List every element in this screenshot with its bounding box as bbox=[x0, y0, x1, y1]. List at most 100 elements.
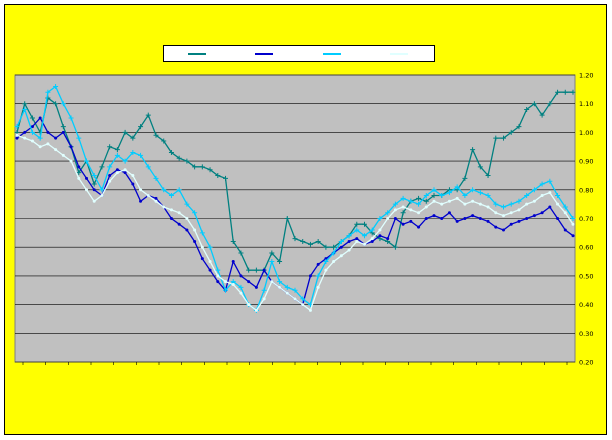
data-point bbox=[14, 124, 20, 130]
data-point bbox=[548, 191, 552, 195]
data-point bbox=[123, 171, 127, 175]
data-point bbox=[216, 280, 220, 284]
data-point bbox=[193, 239, 197, 243]
data-point bbox=[85, 188, 88, 192]
data-point bbox=[439, 193, 445, 199]
data-point bbox=[355, 237, 359, 241]
data-point bbox=[91, 172, 97, 178]
legend-entry-1 bbox=[187, 52, 208, 55]
data-point bbox=[138, 152, 144, 158]
series-1 bbox=[14, 89, 576, 273]
data-point bbox=[192, 164, 198, 170]
data-point bbox=[85, 176, 88, 180]
data-point bbox=[470, 147, 476, 153]
data-point bbox=[315, 273, 321, 279]
data-point bbox=[177, 211, 181, 215]
data-point bbox=[123, 168, 127, 172]
data-point bbox=[539, 181, 545, 187]
chart-legend bbox=[163, 45, 435, 62]
x-axis bbox=[22, 362, 568, 365]
data-point bbox=[269, 259, 275, 265]
data-point bbox=[540, 194, 544, 198]
data-point bbox=[455, 196, 459, 200]
data-point bbox=[145, 164, 151, 170]
data-point bbox=[77, 165, 81, 169]
data-point bbox=[270, 280, 274, 284]
data-point bbox=[207, 167, 213, 173]
data-point bbox=[246, 267, 252, 273]
data-point bbox=[199, 230, 205, 236]
data-point bbox=[362, 233, 367, 239]
data-point bbox=[339, 245, 343, 249]
data-point bbox=[107, 164, 113, 170]
data-point bbox=[60, 101, 66, 107]
data-point bbox=[570, 89, 576, 95]
data-point bbox=[239, 291, 243, 295]
data-point bbox=[531, 101, 537, 107]
data-point bbox=[23, 130, 27, 134]
data-point bbox=[176, 155, 182, 161]
legend-entry-2 bbox=[255, 52, 275, 55]
data-point bbox=[501, 135, 506, 141]
data-point bbox=[316, 262, 320, 266]
data-point bbox=[516, 124, 522, 130]
data-point bbox=[100, 194, 104, 198]
data-point bbox=[563, 211, 567, 215]
data-point bbox=[15, 133, 19, 137]
data-point bbox=[54, 148, 58, 152]
data-point bbox=[162, 205, 166, 209]
data-point bbox=[447, 199, 451, 203]
data-point bbox=[168, 193, 174, 199]
y-tick-label: 0.80 bbox=[579, 186, 593, 194]
data-point bbox=[76, 170, 82, 176]
data-point bbox=[401, 205, 405, 209]
data-point bbox=[176, 187, 182, 193]
data-point bbox=[285, 291, 289, 295]
data-point bbox=[355, 239, 359, 243]
y-tick-label: 0.40 bbox=[579, 301, 593, 309]
data-point bbox=[331, 250, 337, 256]
data-point bbox=[401, 222, 405, 226]
data-point bbox=[184, 158, 190, 164]
data-point bbox=[562, 89, 568, 95]
data-point bbox=[432, 214, 436, 218]
data-point bbox=[215, 267, 221, 273]
data-point bbox=[393, 208, 397, 212]
data-point bbox=[185, 228, 189, 232]
data-point bbox=[462, 175, 468, 181]
data-point bbox=[386, 237, 390, 241]
data-point bbox=[46, 130, 50, 134]
data-point bbox=[254, 285, 258, 289]
data-point bbox=[424, 217, 428, 220]
data-point bbox=[332, 260, 336, 264]
data-point bbox=[300, 296, 306, 302]
data-point bbox=[363, 242, 366, 246]
data-point bbox=[308, 308, 312, 312]
data-point bbox=[409, 208, 413, 212]
data-point bbox=[463, 217, 467, 220]
data-point bbox=[108, 173, 112, 177]
data-point bbox=[423, 198, 429, 204]
data-point bbox=[23, 136, 27, 140]
data-point bbox=[261, 287, 267, 293]
data-point bbox=[423, 193, 429, 199]
data-point bbox=[269, 250, 275, 256]
data-point bbox=[508, 201, 514, 207]
data-point bbox=[502, 214, 505, 218]
data-point bbox=[239, 274, 243, 278]
data-point bbox=[122, 158, 128, 164]
data-point bbox=[516, 198, 522, 204]
legend-swatch bbox=[390, 52, 409, 55]
data-point bbox=[540, 211, 544, 215]
data-point bbox=[432, 199, 436, 203]
data-point bbox=[539, 112, 545, 118]
data-point bbox=[238, 284, 244, 290]
data-point bbox=[316, 285, 320, 289]
data-point bbox=[354, 221, 360, 227]
data-point bbox=[76, 135, 82, 141]
data-point bbox=[477, 190, 483, 196]
data-point bbox=[431, 193, 437, 199]
data-point bbox=[193, 228, 197, 232]
data-point bbox=[517, 219, 521, 223]
data-point bbox=[15, 136, 19, 140]
